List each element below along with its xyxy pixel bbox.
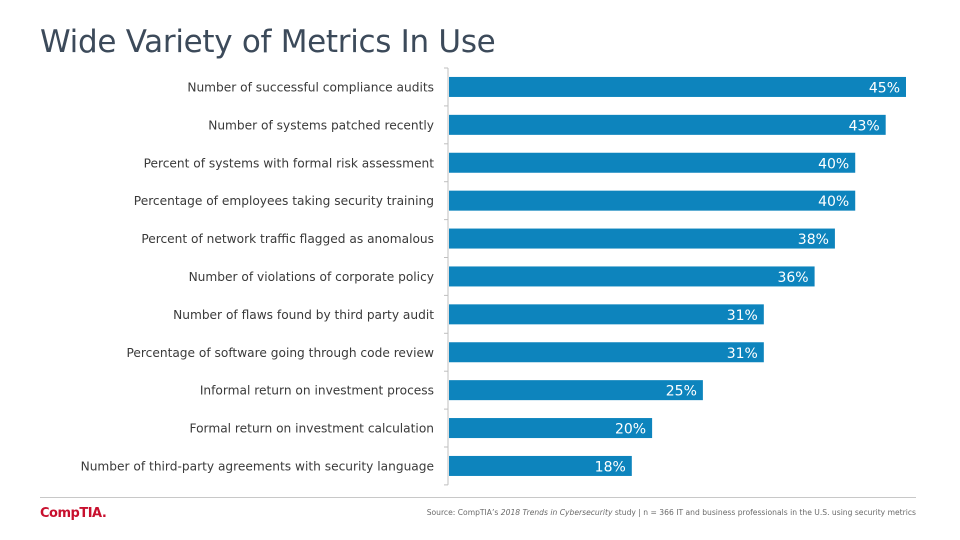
- category-label: Informal return on investment process: [200, 384, 434, 398]
- bar: [449, 152, 856, 173]
- bar: [449, 266, 815, 287]
- data-label: 38%: [798, 232, 829, 248]
- bar: [449, 304, 764, 325]
- bar: [449, 190, 856, 211]
- footer-divider: [40, 497, 916, 498]
- category-label: Formal return on investment calculation: [190, 422, 435, 436]
- bar: [449, 114, 886, 135]
- category-label: Number of third-party agreements with se…: [81, 459, 434, 473]
- data-label: 31%: [727, 308, 758, 324]
- page-title: Wide Variety of Metrics In Use: [40, 24, 496, 60]
- source-note: Source: CompTIA’s 2018 Trends in Cyberse…: [427, 508, 916, 517]
- bar: [449, 76, 906, 97]
- data-label: 31%: [727, 346, 758, 362]
- data-label: 25%: [666, 384, 697, 400]
- source-prefix: Source: CompTIA’s: [426, 508, 501, 517]
- data-label: 20%: [615, 422, 646, 438]
- data-label: 40%: [818, 194, 849, 210]
- source-suffix: study | n = 366 IT and business professi…: [612, 508, 916, 517]
- category-label: Percent of network traffic flagged as an…: [141, 232, 434, 246]
- bar: [449, 380, 703, 401]
- category-label: Number of flaws found by third party aud…: [173, 308, 434, 322]
- data-label: 43%: [849, 118, 880, 134]
- bar: [449, 342, 764, 363]
- data-label: 40%: [818, 156, 849, 172]
- category-label: Percentage of employees taking security …: [134, 194, 434, 208]
- category-label: Percent of systems with formal risk asse…: [144, 156, 435, 170]
- data-label: 18%: [595, 459, 626, 475]
- bar: [449, 418, 653, 439]
- bar: [449, 455, 632, 476]
- category-label: Percentage of software going through cod…: [126, 346, 434, 360]
- source-study: 2018 Trends in Cybersecurity: [500, 508, 613, 517]
- category-label: Number of violations of corporate policy: [189, 270, 434, 284]
- category-label: Number of systems patched recently: [208, 118, 434, 132]
- data-label: 45%: [869, 80, 900, 96]
- bar: [449, 228, 835, 249]
- comptia-logo: CompTIA.: [40, 506, 107, 521]
- data-label: 36%: [777, 270, 808, 286]
- category-label: Number of successful compliance audits: [187, 80, 434, 94]
